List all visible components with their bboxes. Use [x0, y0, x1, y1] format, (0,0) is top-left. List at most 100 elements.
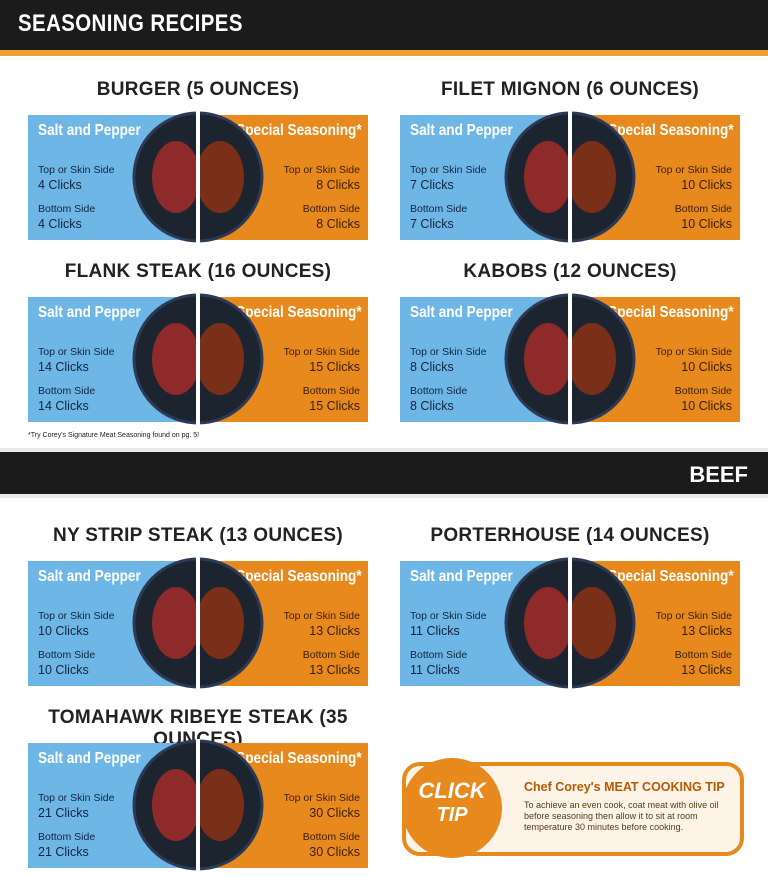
side-label: Bottom Side [38, 203, 96, 215]
salt-pepper-half: Salt and Pepper Top or Skin Side 11 Clicks… [400, 561, 570, 686]
badge-line: TIP [436, 804, 468, 826]
side-label: Bottom Side [38, 649, 96, 661]
plate-photo [132, 111, 264, 244]
click-count: 13 Clicks [681, 624, 732, 638]
side-label: Top or Skin Side [38, 792, 115, 804]
click-count: 15 Clicks [309, 360, 360, 374]
click-count: 13 Clicks [309, 663, 360, 677]
header-band: SEASONING RECIPES [0, 0, 768, 56]
side-label: Top or Skin Side [655, 610, 732, 622]
click-count: 13 Clicks [309, 624, 360, 638]
plate-photo [504, 111, 636, 244]
footnote: *Try Corey's Signature Meat Seasoning fo… [28, 432, 200, 439]
section-label: BEEF [689, 462, 748, 487]
tip-title: Chef Corey's MEAT COOKING TIP [524, 780, 725, 794]
method-label: Special Seasoning* [608, 122, 734, 139]
click-count: 8 Clicks [410, 360, 454, 374]
recipe-title: FILET MIGNON (6 OUNCES) [440, 79, 700, 100]
recipe-panel: Salt and Pepper Top or Skin Side 8 Clicks B… [400, 293, 740, 426]
side-label: Top or Skin Side [655, 346, 732, 358]
plate-photo [504, 557, 636, 690]
click-count: 14 Clicks [38, 360, 89, 374]
side-label: Bottom Side [410, 203, 468, 215]
method-label: Salt and Pepper [410, 122, 513, 139]
recipe-panel: Salt and Pepper Top or Skin Side 4 Clicks B… [28, 111, 368, 244]
side-label: Top or Skin Side [283, 164, 360, 176]
click-count: 7 Clicks [410, 217, 454, 231]
click-count: 8 Clicks [410, 399, 454, 413]
side-label: Bottom Side [302, 649, 360, 661]
recipe-panel: Salt and Pepper Top or Skin Side 14 Clicks… [28, 293, 368, 426]
method-label: Salt and Pepper [38, 568, 141, 585]
method-label: Special Seasoning* [236, 568, 362, 585]
recipe-title: PORTERHOUSE (14 OUNCES) [430, 525, 710, 546]
click-count: 14 Clicks [38, 399, 89, 413]
click-count: 30 Clicks [309, 845, 360, 859]
recipe-panel: Salt and Pepper Top or Skin Side 7 Clicks B… [400, 111, 740, 244]
click-count: 10 Clicks [681, 217, 732, 231]
side-label: Top or Skin Side [655, 164, 732, 176]
method-label: Salt and Pepper [38, 304, 141, 321]
method-label: Salt and Pepper [38, 750, 141, 767]
method-label: Salt and Pepper [410, 568, 513, 585]
click-count: 8 Clicks [316, 217, 360, 231]
side-label: Top or Skin Side [410, 346, 487, 358]
click-count: 21 Clicks [38, 806, 89, 820]
section-band: BEEF [0, 448, 768, 498]
recipe-title: FLANK STEAK (16 OUNCES) [64, 261, 332, 282]
method-label: Special Seasoning* [236, 304, 362, 321]
plate-photo [132, 557, 264, 690]
side-label: Top or Skin Side [38, 346, 115, 358]
side-label: Bottom Side [38, 385, 96, 397]
recipe-title: KABOBS (12 OUNCES) [463, 261, 677, 282]
method-label: Salt and Pepper [410, 304, 513, 321]
click-count: 7 Clicks [410, 178, 454, 192]
recipe-panel: Salt and Pepper Top or Skin Side 21 Clicks… [28, 739, 368, 872]
side-label: Bottom Side [302, 203, 360, 215]
page-title: SEASONING RECIPES [18, 10, 243, 37]
tip-box: CLICK TIP Chef Corey's MEAT COOKING TIP … [402, 758, 744, 858]
plate-photo [132, 739, 264, 872]
recipe-title: BURGER (5 OUNCES) [96, 79, 300, 100]
side-label: Bottom Side [410, 649, 468, 661]
click-count: 11 Clicks [410, 624, 460, 638]
plate-photo [504, 293, 636, 426]
recipe-title: NY STRIP STEAK (13 OUNCES) [52, 525, 344, 546]
tip-body: To achieve an even cook, coat meat with … [524, 800, 719, 832]
click-count: 11 Clicks [410, 663, 460, 677]
side-label: Bottom Side [674, 203, 732, 215]
side-label: Top or Skin Side [283, 346, 360, 358]
side-label: Bottom Side [410, 385, 468, 397]
method-label: Special Seasoning* [608, 304, 734, 321]
side-label: Top or Skin Side [410, 610, 487, 622]
click-count: 30 Clicks [309, 806, 360, 820]
side-label: Top or Skin Side [283, 792, 360, 804]
side-label: Bottom Side [674, 649, 732, 661]
click-count: 15 Clicks [309, 399, 360, 413]
click-count: 4 Clicks [38, 217, 82, 231]
method-label: Special Seasoning* [608, 568, 734, 585]
recipe-panel: Salt and Pepper Top or Skin Side 10 Clicks… [28, 557, 368, 690]
side-label: Bottom Side [302, 385, 360, 397]
side-label: Top or Skin Side [38, 164, 115, 176]
side-label: Top or Skin Side [38, 610, 115, 622]
tip-badge: CLICK TIP [402, 758, 502, 858]
side-label: Top or Skin Side [410, 164, 487, 176]
method-label: Salt and Pepper [38, 122, 141, 139]
side-label: Top or Skin Side [283, 610, 360, 622]
click-count: 10 Clicks [681, 360, 732, 374]
plate-photo [132, 293, 264, 426]
side-label: Bottom Side [302, 831, 360, 843]
click-count: 10 Clicks [681, 178, 732, 192]
click-count: 8 Clicks [316, 178, 360, 192]
click-count: 10 Clicks [38, 663, 89, 677]
click-count: 4 Clicks [38, 178, 82, 192]
badge-line: CLICK [418, 778, 486, 803]
click-count: 13 Clicks [681, 663, 732, 677]
click-count: 10 Clicks [38, 624, 89, 638]
side-label: Bottom Side [674, 385, 732, 397]
recipe-panel: Salt and Pepper Top or Skin Side 11 Clicks… [400, 557, 740, 690]
method-label: Special Seasoning* [236, 122, 362, 139]
click-count: 10 Clicks [681, 399, 732, 413]
